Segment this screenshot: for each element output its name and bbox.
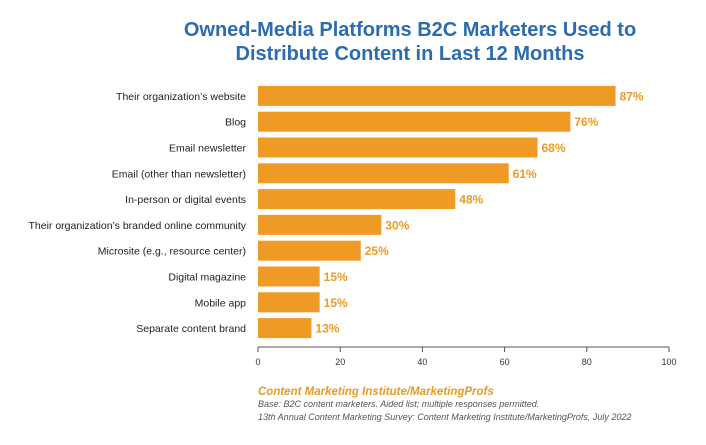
category-label: Microsite (e.g., resource center)	[98, 246, 246, 258]
chart-title-line-2: Distribute Content in Last 12 Months	[235, 43, 585, 65]
base-note: Base: B2C content marketers. Aided list;…	[258, 399, 540, 409]
bar	[258, 163, 509, 184]
x-tick-label: 20	[335, 357, 345, 367]
value-label: 25%	[365, 244, 389, 258]
bar	[258, 137, 538, 158]
value-label: 76%	[574, 115, 598, 129]
value-label: 87%	[620, 89, 644, 103]
x-tick-label: 80	[582, 357, 592, 367]
category-label: Mobile app	[195, 297, 247, 309]
value-label: 61%	[513, 167, 537, 181]
x-tick-label: 40	[417, 357, 427, 367]
bar	[258, 111, 571, 132]
category-label: Email newsletter	[169, 143, 247, 155]
value-label: 15%	[324, 270, 348, 284]
category-label: Their organization’s website	[116, 91, 246, 103]
chart-footer: Content Marketing Institute/MarketingPro…	[258, 386, 631, 424]
x-tick-label: 100	[661, 357, 676, 367]
bar	[258, 214, 382, 235]
bar	[258, 266, 320, 287]
bar	[258, 318, 312, 339]
value-label: 13%	[315, 322, 339, 336]
category-label: Separate content brand	[136, 323, 246, 335]
category-label: In-person or digital events	[125, 194, 246, 206]
value-label: 30%	[385, 218, 409, 232]
bar	[258, 240, 361, 261]
x-tick-label: 0	[255, 357, 260, 367]
bar	[258, 292, 320, 313]
category-label: Email (other than newsletter)	[112, 168, 246, 180]
source-label: Content Marketing Institute/MarketingPro…	[258, 386, 494, 398]
bar	[258, 189, 456, 210]
value-label: 68%	[541, 141, 565, 155]
bar	[258, 85, 616, 106]
value-label: 48%	[459, 193, 483, 207]
category-label: Blog	[225, 117, 246, 129]
survey-note: 13th Annual Content Marketing Survey: Co…	[258, 412, 632, 422]
x-tick-label: 60	[500, 357, 510, 367]
bar-chart: Their organization’s website 87% Blog 76% Em…	[28, 85, 677, 367]
category-label: Their organization’s branded online comm…	[28, 220, 246, 232]
category-label: Digital magazine	[168, 272, 246, 284]
chart-title: Owned-Media Platforms B2C Marketers Used…	[150, 18, 670, 66]
chart-title-line-1: Owned-Media Platforms B2C Marketers Used…	[183, 19, 637, 41]
value-label: 15%	[324, 296, 348, 310]
